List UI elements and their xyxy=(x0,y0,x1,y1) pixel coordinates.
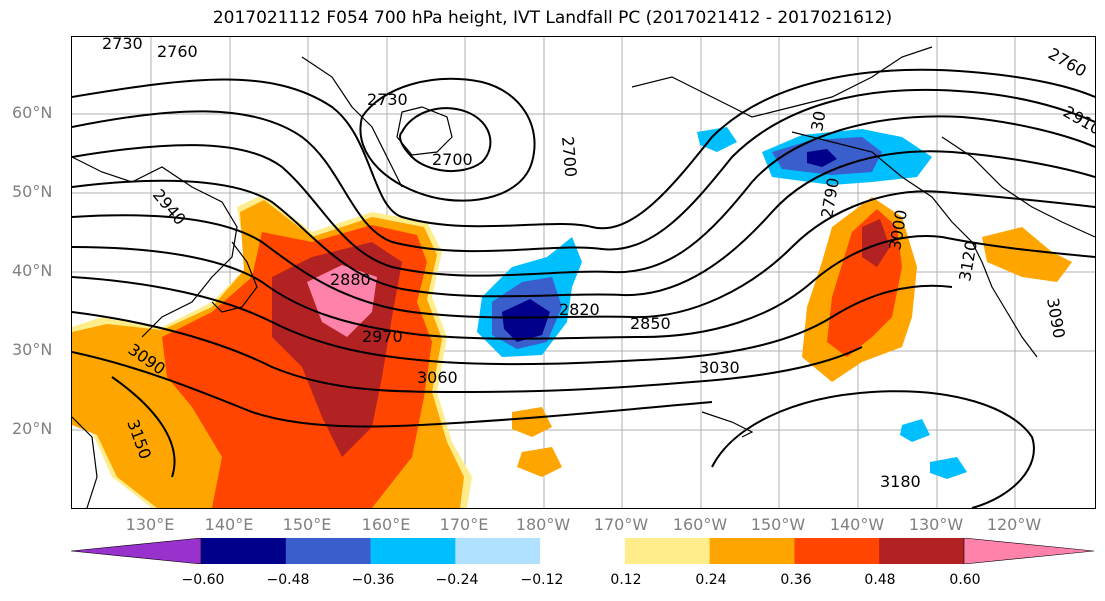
lon-label-170e: 170°E xyxy=(439,515,489,534)
contour-label: 2940 xyxy=(149,185,190,228)
colorbar-segment xyxy=(879,538,965,564)
contour-label: 2910 xyxy=(1060,102,1095,139)
contour-label: 2700 xyxy=(432,150,473,169)
contour-label: 30 xyxy=(807,109,829,132)
colorbar-segment xyxy=(794,538,880,564)
lat-label-60n: 60°N xyxy=(12,103,53,122)
coastlines xyxy=(72,46,1095,508)
ivt-negative-shading xyxy=(477,127,967,479)
colorbar-tick: 0.36 xyxy=(780,572,812,588)
colorbar-tick: 0.48 xyxy=(864,572,896,588)
contour-label: 2760 xyxy=(1045,44,1090,81)
colorbar-segment xyxy=(455,538,541,564)
lon-label-170w: 170°W xyxy=(593,515,649,534)
lon-label-160w: 160°W xyxy=(672,515,728,534)
contour-label: 2730 xyxy=(367,90,408,109)
contour-label: 2730 xyxy=(102,37,143,53)
colorbar-segment xyxy=(370,538,456,564)
contour-label: 3120 xyxy=(955,239,981,282)
colorbar-right-extend xyxy=(963,538,1094,564)
lat-label-20n: 20°N xyxy=(12,419,53,438)
contour-label: 2700 xyxy=(558,136,580,178)
colorbar-tick: −0.24 xyxy=(435,572,479,588)
lon-label-150w: 150°W xyxy=(750,515,806,534)
colorbar xyxy=(71,538,1094,564)
lon-label-130w: 130°W xyxy=(908,515,964,534)
contour-label: 2880 xyxy=(330,270,371,289)
lon-label-160e: 160°E xyxy=(361,515,411,534)
contour-label: 3090 xyxy=(1043,296,1069,339)
colorbar-left-extend xyxy=(71,538,202,564)
colorbar-tick: −0.36 xyxy=(351,572,395,588)
contour-label: 2970 xyxy=(362,327,403,346)
colorbar-tick: 0.60 xyxy=(949,572,981,588)
lon-label-150e: 150°E xyxy=(282,515,332,534)
lon-label-140e: 140°E xyxy=(204,515,254,534)
lat-label-50n: 50°N xyxy=(12,182,53,201)
lat-label-40n: 40°N xyxy=(12,261,53,280)
colorbar-tick: −0.60 xyxy=(181,572,225,588)
map-svg: 2730 2760 2730 2700 2700 2940 2880 2820 … xyxy=(72,37,1095,508)
contour-label: 3030 xyxy=(699,358,740,377)
colorbar-tick: −0.12 xyxy=(520,572,564,588)
lon-label-140w: 140°W xyxy=(829,515,885,534)
colorbar-tick: −0.48 xyxy=(266,572,310,588)
lon-label-130e: 130°E xyxy=(125,515,175,534)
lon-label-180w: 180°W xyxy=(515,515,571,534)
colorbar-segment xyxy=(540,538,626,564)
colorbar-tick: 0.24 xyxy=(695,572,727,588)
lat-label-30n: 30°N xyxy=(12,340,53,359)
colorbar-segment xyxy=(201,538,287,564)
height-contours xyxy=(72,68,1095,508)
colorbar-segment xyxy=(624,538,711,564)
colorbar-tick: 0.12 xyxy=(610,572,642,588)
colorbar-segments xyxy=(201,538,965,564)
contour-label: 3060 xyxy=(417,368,458,387)
colorbar-segment xyxy=(709,538,795,564)
contour-label: 2760 xyxy=(157,42,198,61)
lon-label-120w: 120°W xyxy=(986,515,1042,534)
contour-label: 2820 xyxy=(559,300,600,319)
contour-label: 3180 xyxy=(880,472,921,491)
contour-label: 2850 xyxy=(630,314,671,333)
colorbar-segment xyxy=(285,538,372,564)
map-title: 2017021112 F054 700 hPa height, IVT Land… xyxy=(212,8,893,28)
map-panel: 2730 2760 2730 2700 2700 2940 2880 2820 … xyxy=(71,36,1096,509)
